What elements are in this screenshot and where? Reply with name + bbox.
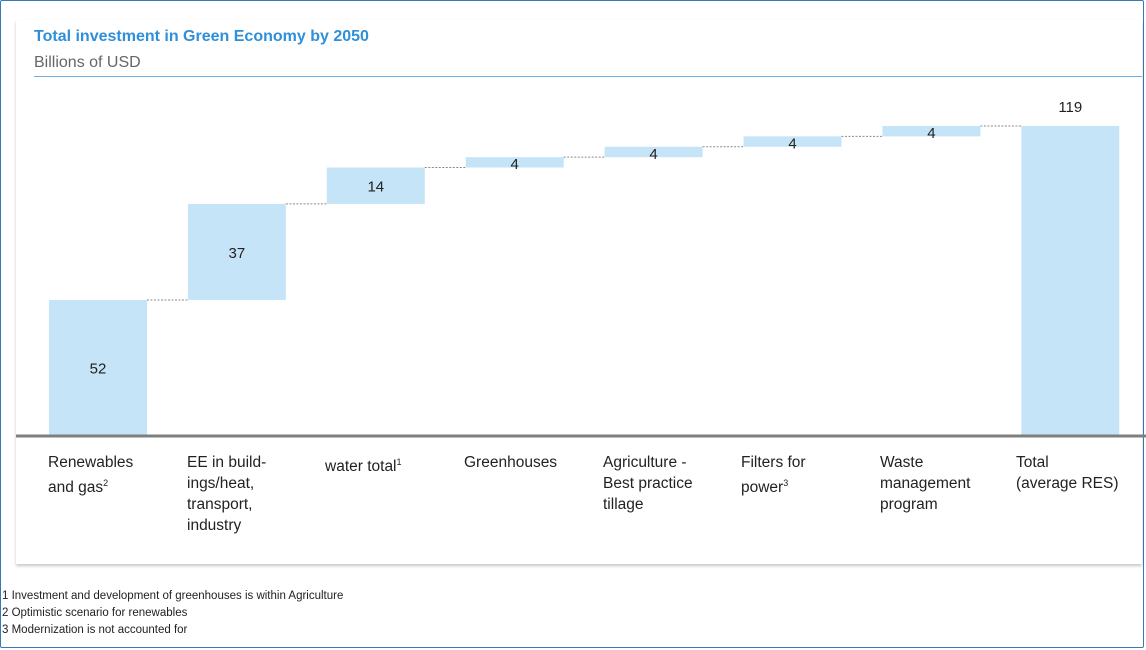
bar-5 [604, 146, 703, 158]
footnote-marker: 2 [103, 478, 109, 488]
category-label-3: water total1 [325, 457, 402, 476]
bar-8 [1021, 126, 1120, 435]
data-label-6: 4 [788, 135, 796, 152]
bar-4 [465, 157, 564, 168]
title-divider [34, 76, 1142, 77]
bar-2 [187, 203, 286, 300]
data-label-5: 4 [649, 146, 657, 163]
data-label-4: 4 [511, 156, 519, 173]
category-label-7: Waste management program [880, 454, 971, 513]
data-label-2: 37 [229, 245, 246, 262]
bar-7 [882, 126, 981, 137]
data-label-3: 14 [367, 179, 384, 196]
data-label-7: 4 [927, 125, 935, 142]
footnote-marker: 3 [783, 478, 789, 488]
bar-6 [743, 136, 842, 147]
chart-title: Total investment in Green Economy by 205… [34, 28, 369, 45]
footnote-marker: 1 [396, 457, 402, 467]
footnote-1: 1 Investment and development of greenhou… [2, 590, 344, 602]
category-label-2: EE in build-ings/heat, transport, industry [187, 454, 267, 534]
category-label-8: Total (average RES) [1016, 454, 1119, 492]
category-label-4: Greenhouses [464, 454, 558, 471]
bar-3 [326, 167, 425, 204]
bar-1 [49, 299, 147, 435]
category-label-1: Renewables and gas2 [48, 454, 134, 497]
chart-subtitle: Billions of USD [34, 54, 141, 71]
data-label-1: 52 [90, 360, 107, 377]
category-label-6: Filters for power3 [741, 454, 806, 497]
footnotes: 1 Investment and development of greenhou… [2, 588, 343, 639]
data-label-8: 119 [1058, 99, 1082, 116]
category-label-5: Agriculture - Best practice tillage [603, 454, 693, 513]
footnote-2: 2 Optimistic scenario for renewables [2, 607, 188, 619]
footnote-3: 3 Modernization is not accounted for [2, 624, 188, 636]
